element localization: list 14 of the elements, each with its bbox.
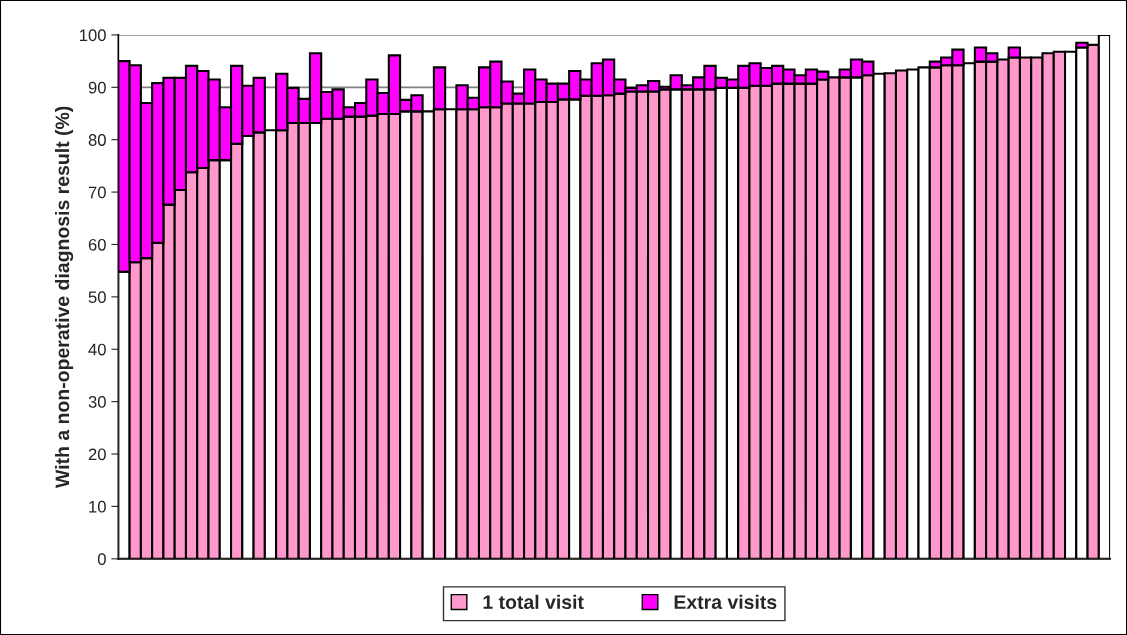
y-tick-label: 30 [88,396,106,408]
y-tick-label: 10 [89,500,106,513]
y-tick-label: 0 [97,553,106,565]
y-tick-label: 100 [80,29,106,42]
y-tick-label: 70 [88,186,106,199]
y-tick-label: 60 [88,238,106,251]
legend-label: Extra visits [674,594,777,610]
y-axis-title: With a non-operative diagnosis result (%) [54,106,74,488]
y-tick-label: 40 [88,343,106,356]
y-tick-label: 90 [88,81,106,94]
y-tick-label: 50 [88,291,106,304]
y-tick-label: 20 [88,448,106,461]
legend-label: 1 total visit [483,594,584,610]
y-tick-label: 80 [88,134,106,146]
